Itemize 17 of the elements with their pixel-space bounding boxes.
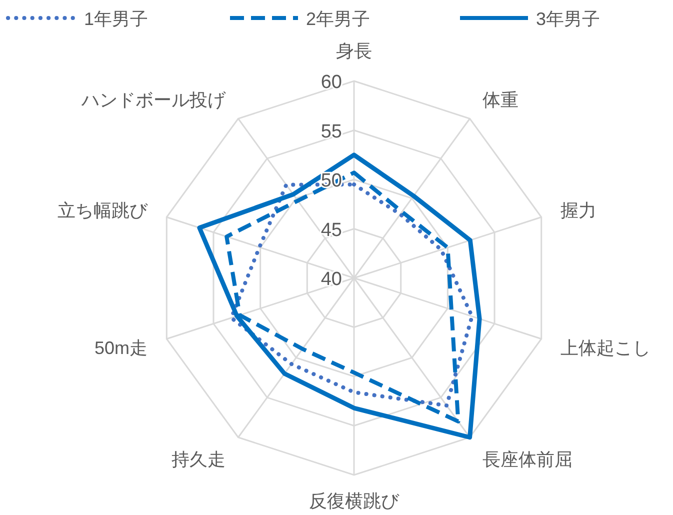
spoke-label: ハンドボール投げ [80,90,227,110]
spoke-label: 上体起こし [560,338,650,358]
spoke-label: 握力 [560,200,596,221]
y-tick-label: 60 [320,72,342,93]
y-tick-label: 45 [320,220,342,241]
spoke-label: 体重 [482,90,518,110]
legend-label: 2年男子 [306,9,370,29]
spoke-label: 身長 [336,41,372,61]
spoke-label: 立ち幅跳び [58,200,149,221]
legend-label: 1年男子 [84,9,148,29]
legend-label: 3年男子 [536,9,600,29]
spoke-label: 持久走 [172,449,226,470]
y-tick-label: 40 [320,269,342,290]
y-tick-label: 55 [320,121,342,142]
spoke-label: 50m走 [94,338,148,358]
spoke-label: 長座体前屈 [482,449,572,470]
spoke-label: 反復横跳び [309,491,400,511]
